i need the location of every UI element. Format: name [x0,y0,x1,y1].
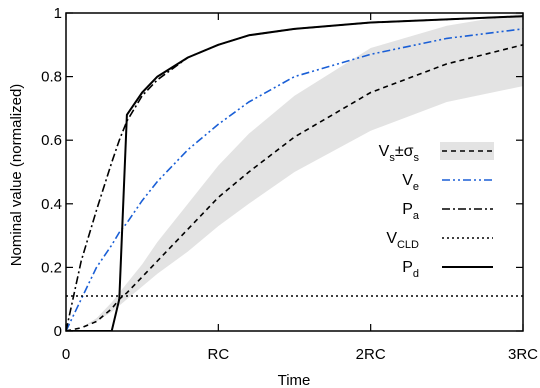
legend-label: Ve [402,172,419,193]
y-tick-label: 0 [54,323,62,340]
x-tick-label: 2RC [356,346,386,363]
legend-band-swatch [440,142,494,160]
legend-label: Vs±σs [379,143,420,164]
pd-line [66,15,523,331]
legend-item-pa: Pa [402,201,493,222]
ve-line [66,28,523,331]
vs-band [66,13,523,331]
plot-frame [65,12,524,332]
y-tick-label: 0.8 [41,69,62,86]
x-tick-label: RC [207,346,229,363]
legend-label: Pd [402,259,419,280]
legend-label: VCLD [386,230,419,251]
legend-item-vs: Vs±σs [379,142,494,164]
legend-item-pd: Pd [402,259,493,280]
y-tick-label: 0.4 [41,196,62,213]
y-tick-label: 0.6 [41,132,62,149]
y-tick-label: 1 [54,5,62,22]
x-tick-label: 0 [62,346,70,363]
legend-item-vcld: VCLD [386,230,493,251]
y-axis-title: Nominal value (normalized) [8,84,25,267]
x-tick-label: 3RC [508,346,538,363]
x-axis-title: Time [278,372,311,388]
vs-line [66,44,523,331]
legend-item-ve: Ve [402,172,493,193]
y-tick-label: 0.2 [41,259,62,276]
legend-label: Pa [402,201,420,222]
